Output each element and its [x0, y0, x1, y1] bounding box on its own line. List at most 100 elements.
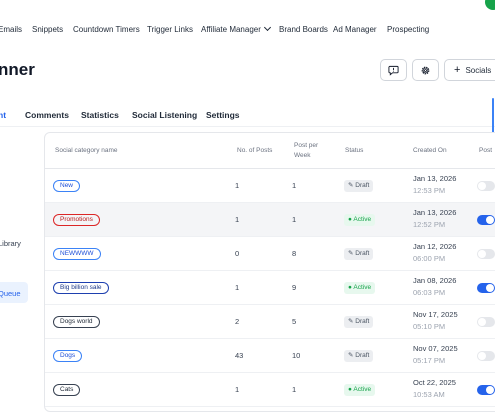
toggle-knob	[478, 182, 486, 190]
sidebar-item-library[interactable]: Library	[0, 239, 21, 248]
created-time: 05:17 PM	[413, 356, 446, 365]
post-toggle[interactable]	[477, 351, 495, 361]
posts-per-week: 1	[292, 181, 297, 190]
edit-icon: ✎	[348, 318, 354, 325]
status-label: Active	[353, 386, 372, 393]
posts-per-week: 9	[292, 283, 297, 292]
post-toggle[interactable]	[477, 317, 495, 327]
status-badge: ● Active	[344, 384, 376, 396]
table-row[interactable]: Big billion sale 1 9 ● Active Jan 08, 20…	[45, 271, 495, 305]
column-header-status: Status	[345, 147, 364, 154]
table-row[interactable]: Dogs 43 10 ✎ Draft Nov 07, 2025 05:17 PM	[45, 339, 495, 373]
posts-count: 1	[235, 385, 240, 394]
sidebar-item-queue-highlight[interactable]	[0, 282, 28, 303]
table-row[interactable]: Dogs world 2 5 ✎ Draft Nov 17, 2025 05:1…	[45, 305, 495, 339]
table-row[interactable]: Promotions 1 1 ● Active Jan 13, 2026 12:…	[45, 203, 495, 237]
created-time: 12:52 PM	[413, 220, 446, 229]
toggle-knob	[478, 352, 486, 360]
column-header-created-on: Created On	[413, 147, 447, 154]
created-date: Oct 22, 2025	[413, 378, 456, 387]
status-label: Active	[353, 216, 372, 223]
created-time: 06:03 PM	[413, 288, 446, 297]
status-badge: ● Active	[344, 214, 376, 226]
tab-content[interactable]: nt	[0, 110, 7, 120]
posts-per-week: 10	[292, 351, 301, 360]
nav-affiliate-manager-label: Affiliate Manager	[201, 25, 261, 34]
status-badge: ✎ Draft	[344, 350, 374, 362]
socials-label: Socials	[465, 65, 492, 75]
settings-button[interactable]	[412, 59, 439, 81]
nav-prospecting[interactable]: Prospecting	[387, 25, 430, 34]
column-header-per-week-line1: Post per	[294, 142, 319, 149]
top-navigation: Emails Snippets Countdown Timers Trigger…	[0, 0, 495, 60]
toggle-knob	[478, 318, 486, 326]
nav-countdown-timers[interactable]: Countdown Timers	[73, 25, 140, 34]
status-label: Active	[353, 284, 372, 291]
toggle-knob	[486, 386, 494, 394]
status-badge: ✎ Draft	[344, 316, 374, 328]
category-badge[interactable]: NEWWWW	[53, 248, 101, 260]
post-toggle[interactable]	[477, 249, 495, 259]
nav-snippets[interactable]: Snippets	[32, 25, 64, 34]
nav-brand-boards[interactable]: Brand Boards	[279, 25, 328, 34]
created-date: Nov 17, 2025	[413, 310, 458, 319]
post-toggle[interactable]	[477, 385, 495, 395]
table-header: Social category name No. of Posts Post p…	[45, 133, 495, 169]
status-label: Draft	[355, 318, 370, 325]
dot-icon: ●	[348, 386, 352, 393]
posts-per-week: 5	[292, 317, 297, 326]
toggle-knob	[486, 216, 494, 224]
nav-affiliate-manager[interactable]: Affiliate Manager	[201, 23, 271, 34]
nav-ad-manager[interactable]: Ad Manager	[333, 25, 377, 34]
created-date: Jan 13, 2026	[413, 208, 457, 217]
nav-emails[interactable]: Emails	[0, 25, 23, 34]
sidebar-item-queue[interactable]: Queue	[0, 289, 21, 298]
post-toggle[interactable]	[477, 215, 495, 225]
edit-icon: ✎	[348, 352, 354, 359]
tab-comments[interactable]: Comments	[25, 110, 69, 120]
status-label: Draft	[355, 250, 370, 257]
category-badge[interactable]: Cats	[53, 384, 81, 396]
category-badge[interactable]: Promotions	[53, 214, 100, 226]
toggle-knob	[478, 250, 486, 258]
posts-count: 0	[235, 249, 240, 258]
plus-icon: +	[454, 64, 461, 76]
social-categories-table: Social category name No. of Posts Post p…	[44, 132, 495, 412]
status-badge: ✎ Draft	[344, 180, 374, 192]
gear-icon	[421, 66, 430, 74]
posts-per-week: 1	[292, 385, 297, 394]
category-badge[interactable]: Dogs	[53, 350, 83, 362]
posts-count: 1	[235, 215, 240, 224]
table-row[interactable]: Cats 1 1 ● Active Oct 22, 2025 10:53 AM	[45, 373, 495, 407]
chevron-down-icon	[263, 23, 271, 32]
posts-per-week: 8	[292, 249, 297, 258]
created-date: Nov 07, 2025	[413, 344, 458, 353]
tab-settings[interactable]: Settings	[206, 110, 240, 120]
nav-trigger-links[interactable]: Trigger Links	[147, 25, 193, 34]
column-header-per-week-line2: Week	[294, 152, 311, 159]
post-toggle[interactable]	[477, 181, 495, 191]
status-badge: ● Active	[344, 282, 376, 294]
created-date: Jan 13, 2026	[413, 174, 457, 183]
dot-icon: ●	[348, 284, 352, 291]
add-socials-button[interactable]: + Socials	[444, 59, 495, 81]
page-title: nner	[0, 60, 35, 79]
user-avatar[interactable]	[485, 0, 495, 10]
posts-count: 1	[235, 181, 240, 190]
post-toggle[interactable]	[477, 283, 495, 293]
edit-icon: ✎	[348, 182, 354, 189]
table-row[interactable]: New 1 1 ✎ Draft Jan 13, 2026 12:53 PM	[45, 169, 495, 203]
category-badge[interactable]: Dogs world	[53, 316, 100, 328]
category-badge[interactable]: Big billion sale	[53, 282, 109, 294]
created-date: Jan 08, 2026	[413, 276, 457, 285]
category-badge[interactable]: New	[53, 180, 81, 192]
tab-social-listening[interactable]: Social Listening	[132, 110, 198, 120]
created-time: 05:10 PM	[413, 322, 446, 331]
message-button[interactable]	[380, 59, 407, 81]
status-label: Draft	[355, 352, 370, 359]
column-header-post: Post	[479, 147, 493, 154]
table-row[interactable]: NEWWWW 0 8 ✎ Draft Jan 12, 2026 06:00 PM	[45, 237, 495, 271]
tabs-divider	[0, 126, 495, 127]
dot-icon: ●	[348, 216, 352, 223]
tab-statistics[interactable]: Statistics	[81, 110, 119, 120]
